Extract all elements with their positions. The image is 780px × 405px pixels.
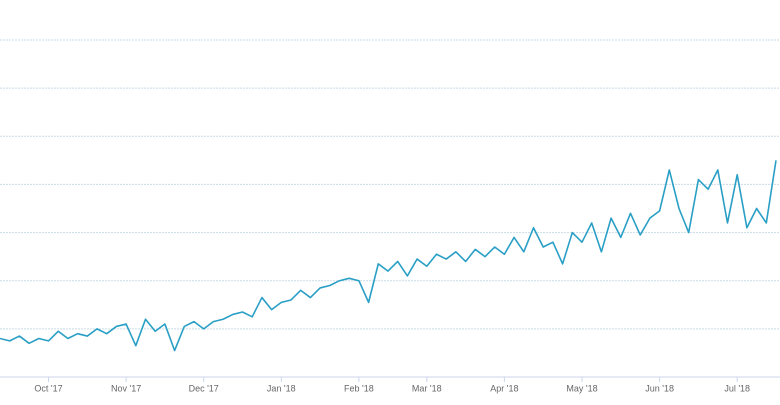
x-tick-label: Feb '18 (344, 383, 374, 393)
x-tick-label: Nov '17 (111, 383, 141, 393)
x-tick-label: May '18 (566, 383, 597, 393)
x-tick-label: Mar '18 (412, 383, 442, 393)
data-line (0, 160, 777, 352)
x-tick-label: Oct '17 (34, 383, 62, 393)
x-tick-label: Jul '18 (724, 383, 750, 393)
x-tick-label: Jan '18 (267, 383, 296, 393)
x-tick-label: Dec '17 (189, 383, 219, 393)
x-tick-label: Jun '18 (645, 383, 674, 393)
x-tick-label: Apr '18 (490, 383, 518, 393)
